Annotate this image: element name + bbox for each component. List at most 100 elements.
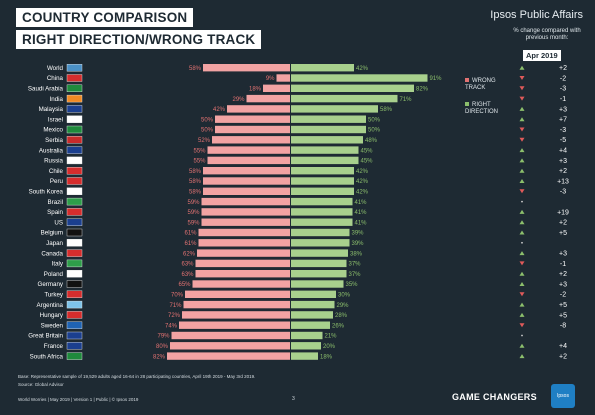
data-label-wrong: 65% [178, 282, 191, 288]
flag-icon [66, 249, 83, 257]
change-value: -3 [560, 189, 566, 196]
bar-wrong [197, 249, 290, 257]
bar-wrong [215, 125, 290, 134]
bar-wrong [263, 84, 290, 92]
data-label-right: 39% [352, 231, 365, 237]
data-label-wrong: 58% [189, 179, 202, 185]
flag-icon [66, 239, 83, 247]
bar-wrong [215, 115, 290, 123]
data-label-right: 42% [356, 66, 369, 72]
bar-right [291, 167, 354, 175]
flag-icon [66, 321, 83, 329]
flag-icon [66, 311, 83, 319]
legend-right-label: RIGHT DIRECTION [465, 102, 498, 115]
bar-wrong [201, 197, 290, 206]
tick-label: Italy [52, 261, 64, 268]
data-label-wrong: 59% [187, 200, 200, 206]
bar-wrong [192, 280, 290, 288]
brand-name: Ipsos Public Affairs [490, 9, 583, 21]
bar-wrong [201, 208, 290, 216]
chart-title: COUNTRY COMPARISON [16, 8, 194, 27]
data-label-wrong: 18% [249, 87, 262, 93]
data-label-wrong: 42% [213, 107, 226, 113]
change-value: +4 [559, 148, 567, 155]
flag-icon [66, 208, 83, 216]
data-label-wrong: 58% [189, 190, 202, 196]
tick-label: US [54, 219, 63, 226]
change-value: -3 [560, 127, 566, 134]
flag-icon [66, 125, 83, 134]
flag-icon [66, 290, 83, 298]
legend-wrong-swatch [465, 78, 469, 83]
arrow-down-icon [519, 323, 525, 328]
arrow-up-icon [519, 230, 525, 235]
arrow-down-icon [519, 127, 525, 132]
flag-icon [66, 136, 83, 144]
arrow-up-icon [519, 106, 525, 111]
ipsos-logo: Ipsos [551, 384, 575, 408]
bar-right [291, 115, 366, 123]
no-change-icon [521, 200, 523, 203]
data-label-right: 35% [346, 282, 359, 288]
data-label-right: 18% [320, 354, 333, 360]
arrow-up-icon [519, 302, 525, 307]
data-label-right: 29% [337, 303, 350, 309]
tick-label: South Africa [30, 353, 64, 360]
bar-right [291, 239, 350, 247]
change-value: +3 [559, 106, 567, 113]
tick-label: Poland [44, 271, 64, 278]
change-value: +4 [559, 343, 567, 350]
tick-label: Turkey [44, 292, 64, 299]
flag-icon [66, 94, 83, 103]
data-label-right: 45% [361, 148, 374, 154]
change-value: +5 [559, 302, 567, 309]
bar-wrong [201, 218, 290, 226]
data-label-right: 26% [332, 323, 345, 329]
data-label-right: 42% [356, 179, 369, 185]
arrow-down-icon [519, 86, 525, 91]
data-label-right: 28% [335, 313, 348, 319]
bar-wrong [203, 167, 290, 175]
flag-icon [66, 84, 83, 93]
legend-right: RIGHT DIRECTION [465, 102, 511, 116]
change-value: +5 [559, 312, 567, 319]
data-label-wrong: 71% [169, 303, 182, 309]
flag-icon [66, 280, 83, 288]
data-label-wrong: 59% [187, 210, 200, 216]
tick-label: France [44, 343, 64, 350]
change-value: +3 [559, 158, 567, 165]
bar-wrong [195, 259, 290, 268]
data-label-wrong: 59% [187, 220, 200, 226]
flag-icon [66, 187, 83, 196]
data-label-wrong: 50% [201, 128, 214, 134]
change-value: +5 [559, 230, 567, 237]
bar-wrong [227, 105, 290, 113]
arrow-up-icon [519, 220, 525, 225]
tick-label: Peru [50, 178, 64, 185]
data-label-right: 71% [400, 97, 413, 103]
data-label-wrong: 50% [201, 117, 214, 123]
arrow-up-icon [519, 354, 525, 359]
bar-right [291, 311, 333, 319]
bar-wrong [207, 156, 290, 165]
flag-icon [66, 146, 83, 154]
tick-label: Germany [38, 281, 64, 288]
bar-wrong [203, 64, 290, 72]
data-label-wrong: 74% [165, 323, 178, 329]
bar-wrong [203, 177, 290, 185]
data-label-right: 38% [350, 251, 363, 257]
change-value: -1 [560, 96, 566, 103]
change-value: -8 [560, 323, 566, 330]
data-label-wrong: 63% [181, 272, 194, 278]
tick-label: Canada [41, 250, 63, 257]
data-label-wrong: 63% [181, 262, 194, 268]
flag-icon [66, 156, 83, 165]
footer-base: Base: Representative sample of 19,529 ad… [18, 374, 256, 379]
change-value: +7 [559, 117, 567, 124]
tick-label: South Korea [29, 189, 64, 196]
arrow-up-icon [519, 343, 525, 348]
no-change-icon [521, 241, 523, 244]
data-label-right: 48% [365, 138, 378, 144]
tick-label: Chile [49, 168, 64, 175]
